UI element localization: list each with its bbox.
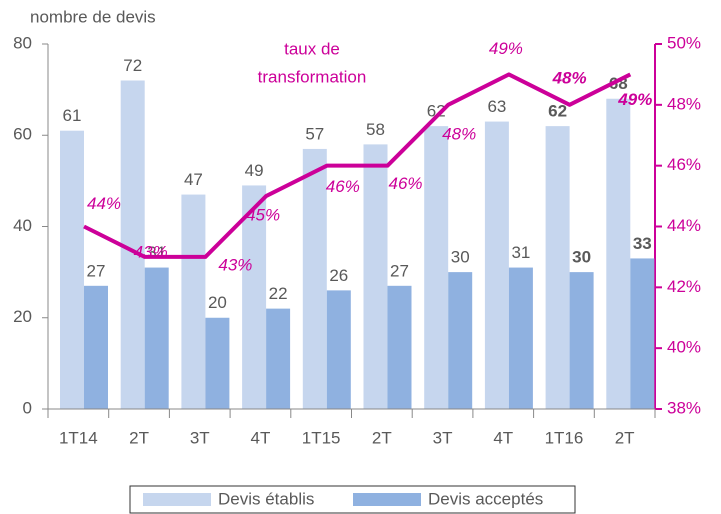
rate-line bbox=[83, 72, 632, 259]
bar-value-label: 57 bbox=[305, 124, 324, 143]
x-tick-label: 2T bbox=[129, 428, 149, 447]
y2-tick-label: 38% bbox=[667, 398, 701, 417]
bar bbox=[60, 130, 84, 409]
rate-label: 43% bbox=[134, 242, 168, 261]
x-tick-label: 1T15 bbox=[302, 428, 341, 447]
bar-value-label: 26 bbox=[329, 266, 348, 285]
bar bbox=[508, 267, 533, 409]
bar-value-label: 30 bbox=[572, 248, 591, 267]
y-tick-label: 80 bbox=[13, 33, 32, 52]
legend-swatch bbox=[353, 493, 421, 506]
bar bbox=[326, 290, 351, 409]
bar-value-label: 27 bbox=[87, 261, 106, 280]
bar-value-label: 31 bbox=[511, 243, 530, 262]
y-tick-label: 0 bbox=[23, 398, 32, 417]
rate-label: 48% bbox=[442, 124, 476, 143]
bar-value-label: 30 bbox=[451, 248, 470, 267]
bar bbox=[144, 267, 169, 409]
bar bbox=[484, 121, 509, 409]
legend-box bbox=[129, 485, 576, 514]
bar bbox=[363, 144, 388, 409]
bar-value-label: 58 bbox=[366, 120, 385, 139]
y2-tick-label: 46% bbox=[667, 155, 701, 174]
annotation: transformation bbox=[258, 67, 367, 86]
bar-value-label: 20 bbox=[208, 293, 227, 312]
bar bbox=[569, 272, 594, 409]
bar-value-label: 72 bbox=[123, 56, 142, 75]
bar-value-label: 22 bbox=[269, 284, 288, 303]
bar bbox=[84, 285, 108, 409]
legend-label: Devis établis bbox=[218, 489, 314, 508]
rate-label: 46% bbox=[388, 174, 422, 193]
y2-tick-label: 50% bbox=[667, 33, 701, 52]
rate-label: 46% bbox=[326, 177, 360, 196]
bar bbox=[387, 285, 412, 409]
bar bbox=[266, 308, 291, 409]
bar bbox=[424, 126, 449, 409]
bar-value-label: 62 bbox=[548, 102, 567, 121]
x-tick-label: 4T bbox=[493, 428, 513, 447]
bar-value-label: 63 bbox=[487, 97, 506, 116]
legend-label: Devis acceptés bbox=[428, 489, 543, 508]
legend-swatch bbox=[143, 493, 211, 506]
x-tick-label: 1T16 bbox=[545, 428, 584, 447]
y2-tick-label: 42% bbox=[667, 277, 701, 296]
x-tick-label: 1T14 bbox=[59, 428, 98, 447]
bar bbox=[205, 317, 230, 409]
rate-label: 49% bbox=[489, 39, 523, 58]
x-tick-label: 3T bbox=[190, 428, 210, 447]
x-tick-label: 2T bbox=[372, 428, 392, 447]
rate-label: 48% bbox=[552, 68, 587, 87]
x-tick-label: 2T bbox=[615, 428, 635, 447]
rate-label: 45% bbox=[246, 206, 280, 225]
y-tick-label: 60 bbox=[13, 125, 32, 144]
bar-value-label: 49 bbox=[245, 161, 264, 180]
rate-label: 43% bbox=[218, 255, 252, 274]
rate-label: 44% bbox=[87, 194, 121, 213]
bar-value-label: 61 bbox=[63, 106, 82, 125]
bar bbox=[448, 272, 473, 409]
bar bbox=[302, 148, 327, 409]
y2-tick-label: 40% bbox=[667, 338, 701, 357]
bar-value-label: 62 bbox=[427, 102, 446, 121]
bar-value-label: 33 bbox=[633, 234, 652, 253]
annotation: taux de bbox=[284, 39, 340, 58]
bar bbox=[545, 126, 570, 409]
y-axis-label: nombre de devis bbox=[30, 7, 156, 26]
bar bbox=[606, 98, 631, 409]
x-tick-label: 4T bbox=[251, 428, 271, 447]
bar bbox=[630, 258, 655, 409]
bar bbox=[242, 185, 267, 409]
bar-value-label: 47 bbox=[184, 170, 203, 189]
x-tick-label: 3T bbox=[433, 428, 453, 447]
bar bbox=[181, 194, 206, 409]
y-tick-label: 20 bbox=[13, 307, 32, 326]
rate-label: 49% bbox=[617, 90, 652, 109]
y2-tick-label: 44% bbox=[667, 216, 701, 235]
y2-tick-label: 48% bbox=[667, 94, 701, 113]
y-tick-label: 40 bbox=[13, 216, 32, 235]
bar-value-label: 27 bbox=[390, 261, 409, 280]
